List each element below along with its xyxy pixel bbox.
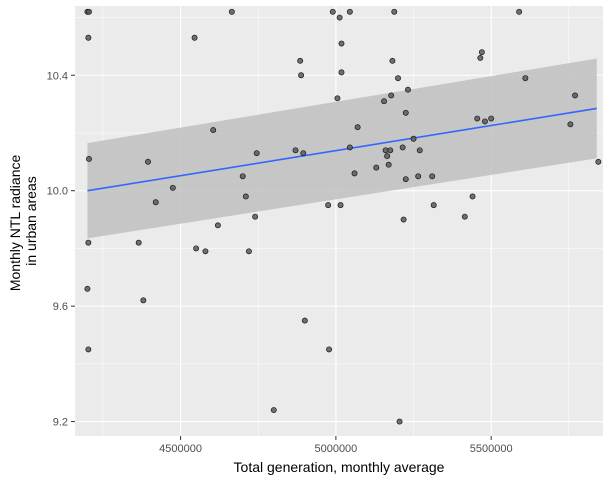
- data-point: [399, 144, 406, 151]
- data-point: [145, 158, 151, 165]
- data-point: [482, 118, 488, 125]
- data-point: [86, 156, 92, 162]
- y-tick-label: 10.0: [47, 186, 68, 198]
- data-point: [169, 184, 176, 191]
- data-point: [354, 124, 361, 131]
- data-point: [242, 193, 249, 200]
- data-point: [152, 199, 159, 206]
- x-tick-label: 5500000: [470, 443, 513, 455]
- data-point: [245, 248, 252, 255]
- data-point: [430, 202, 437, 209]
- data-point: [477, 54, 484, 61]
- data-point: [389, 57, 396, 64]
- data-point: [228, 8, 235, 15]
- data-point: [135, 239, 142, 246]
- data-point: [292, 147, 299, 154]
- data-point: [338, 69, 345, 76]
- x-tick-label: 5000000: [314, 443, 357, 455]
- data-point: [334, 95, 341, 102]
- data-point: [329, 8, 336, 15]
- data-point: [253, 150, 260, 157]
- data-point: [338, 40, 345, 47]
- data-point: [516, 8, 523, 15]
- data-point: [402, 176, 409, 183]
- data-point: [85, 239, 92, 246]
- data-point: [346, 144, 353, 151]
- data-point: [252, 213, 259, 220]
- data-point: [210, 127, 217, 134]
- data-point: [469, 193, 476, 200]
- data-point: [336, 14, 343, 21]
- data-point: [385, 161, 392, 168]
- y-axis-ticks: 9.2 9.6 10.0 10.4: [47, 70, 75, 429]
- data-point: [395, 75, 401, 82]
- y-axis-title: Monthly NTL radiance in urban areas: [7, 151, 39, 291]
- data-point: [461, 213, 468, 220]
- data-point: [384, 153, 391, 160]
- data-point: [522, 75, 529, 82]
- data-point: [416, 147, 423, 154]
- regression-line: [87, 107, 597, 192]
- data-point: [337, 202, 344, 209]
- data-point: [298, 72, 305, 79]
- data-point: [84, 285, 91, 292]
- data-point: [193, 245, 200, 252]
- data-point: [270, 407, 277, 413]
- data-point: [85, 34, 92, 41]
- data-point: [301, 317, 308, 324]
- data-point: [429, 173, 436, 180]
- confidence-band: [87, 58, 597, 239]
- data-point: [387, 147, 394, 154]
- data-point: [567, 121, 574, 128]
- data-point: [410, 135, 417, 142]
- x-tick-label: 4500000: [159, 443, 202, 455]
- y-tick-label: 9.6: [53, 301, 68, 313]
- data-point: [415, 173, 422, 180]
- data-point: [595, 158, 602, 165]
- y-tick-label: 9.2: [53, 417, 68, 429]
- data-point: [85, 346, 92, 353]
- data-point: [402, 109, 409, 116]
- data-point: [239, 173, 246, 180]
- data-point: [405, 86, 411, 93]
- data-point: [326, 346, 333, 353]
- data-point: [202, 248, 209, 255]
- data-point: [214, 222, 221, 229]
- data-point: [300, 150, 307, 157]
- data-point: [351, 170, 358, 177]
- data-point: [400, 216, 407, 223]
- y-axis-title-line-2: in urban areas: [23, 176, 39, 266]
- data-point: [325, 202, 332, 209]
- data-point: [474, 115, 481, 122]
- data-point: [346, 8, 353, 15]
- data-point: [381, 98, 387, 105]
- y-axis-title-line-1: Monthly NTL radiance: [7, 155, 23, 292]
- data-point: [191, 34, 198, 41]
- data-point: [388, 92, 395, 99]
- y-tick-label: 10.4: [47, 70, 68, 82]
- x-axis-title: Total generation, monthly average: [234, 459, 445, 475]
- data-point: [488, 115, 495, 122]
- data-points: [84, 8, 602, 425]
- data-point: [297, 57, 304, 64]
- data-point: [478, 49, 485, 56]
- data-point: [396, 418, 403, 425]
- data-point: [86, 8, 92, 15]
- x-axis-ticks: 4500000 5000000 5500000: [159, 436, 513, 455]
- data-point: [391, 8, 398, 15]
- data-point: [140, 297, 147, 304]
- data-point: [572, 92, 578, 99]
- data-point: [373, 164, 380, 171]
